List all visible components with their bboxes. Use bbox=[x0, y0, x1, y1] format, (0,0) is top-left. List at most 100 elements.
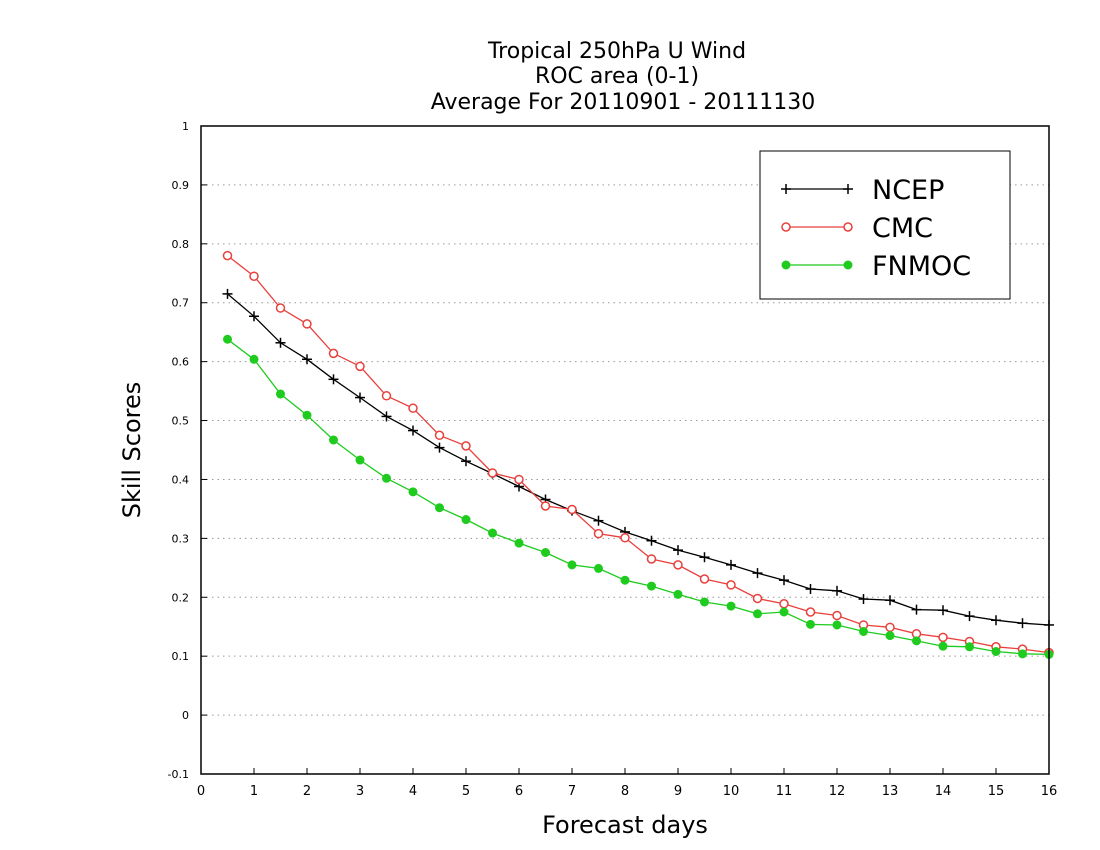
series-layer bbox=[222, 250, 1054, 659]
data-point-fnmoc bbox=[223, 334, 232, 344]
data-point-cmc bbox=[381, 391, 392, 401]
data-point-cmc bbox=[434, 430, 445, 441]
series-ncep bbox=[222, 288, 1054, 630]
data-point-ncep bbox=[302, 354, 312, 365]
data-point-cmc bbox=[302, 319, 312, 329]
data-point-fnmoc bbox=[355, 455, 365, 465]
data-point-ncep bbox=[964, 611, 975, 622]
y-axis-ticks: -0.1 0 0.1 0.2 0.3 0.4 0.5 0.6 0.7 0.8 0.9 1 bbox=[168, 120, 207, 781]
data-point-ncep bbox=[461, 456, 471, 467]
data-point-cmc bbox=[646, 554, 657, 564]
series-line-ncep bbox=[227, 293, 1050, 626]
legend-label-ncep: NCEP bbox=[872, 175, 944, 206]
data-point-cmc bbox=[752, 593, 763, 604]
data-point-ncep bbox=[434, 442, 445, 453]
y-tick-label: 0.6 bbox=[172, 356, 190, 369]
data-point-ncep bbox=[355, 392, 365, 403]
x-tick-label: 11 bbox=[776, 784, 793, 799]
y-tick-label: -0.1 bbox=[168, 768, 189, 781]
data-point-fnmoc bbox=[302, 410, 312, 420]
data-point-cmc bbox=[540, 501, 551, 511]
legend-label-cmc: CMC bbox=[872, 213, 933, 244]
x-tick-label: 5 bbox=[462, 784, 470, 799]
data-point-ncep bbox=[858, 594, 869, 605]
x-tick-label: 1 bbox=[250, 784, 258, 799]
x-tick-label: 3 bbox=[356, 784, 364, 799]
x-axis-ticks: 0 1 2 3 4 5 6 7 8 9 10 11 12 13 14 15 16 bbox=[197, 768, 1057, 799]
x-tick-label: 7 bbox=[568, 784, 576, 799]
y-tick-label: 0 bbox=[182, 709, 189, 722]
data-point-ncep bbox=[673, 545, 683, 556]
data-point-cmc bbox=[673, 560, 683, 570]
data-point-cmc bbox=[779, 599, 789, 609]
legend-marker-ncep bbox=[781, 184, 791, 194]
data-point-cmc bbox=[938, 632, 948, 643]
data-point-fnmoc bbox=[832, 620, 842, 630]
data-point-fnmoc bbox=[541, 548, 550, 558]
legend-box bbox=[759, 150, 1011, 300]
data-point-ncep bbox=[699, 552, 710, 563]
data-point-ncep bbox=[805, 584, 816, 595]
legend: NCEP CMC FNMOC bbox=[759, 150, 1011, 300]
x-tick-label: 0 bbox=[197, 784, 205, 799]
data-point-fnmoc bbox=[938, 641, 948, 651]
data-point-cmc bbox=[567, 504, 577, 515]
legend-marker-cmc bbox=[781, 222, 791, 232]
x-axis-label: Forecast days bbox=[542, 811, 708, 839]
data-point-ncep bbox=[408, 425, 418, 436]
y-tick-label: 0.4 bbox=[172, 473, 190, 486]
data-point-fnmoc bbox=[859, 626, 868, 636]
series-fnmoc bbox=[223, 334, 1054, 659]
legend-marker-fnmoc bbox=[843, 260, 853, 270]
legend-label-fnmoc: FNMOC bbox=[872, 251, 971, 282]
data-point-cmc bbox=[328, 348, 339, 359]
data-point-cmc bbox=[805, 607, 816, 617]
data-point-ncep bbox=[381, 411, 392, 422]
legend-item-cmc: CMC bbox=[781, 213, 933, 244]
data-point-cmc bbox=[593, 528, 604, 539]
legend-marker-fnmoc bbox=[781, 260, 791, 270]
data-point-fnmoc bbox=[488, 528, 497, 538]
x-tick-label: 14 bbox=[935, 784, 952, 799]
x-tick-label: 13 bbox=[882, 784, 899, 799]
data-point-fnmoc bbox=[1018, 649, 1027, 659]
data-point-ncep bbox=[275, 337, 286, 348]
data-point-fnmoc bbox=[673, 589, 683, 599]
title-line-1: Tropical 250hPa U Wind bbox=[487, 39, 746, 64]
data-point-cmc bbox=[726, 580, 736, 590]
data-point-ncep bbox=[885, 595, 895, 606]
data-point-fnmoc bbox=[329, 435, 338, 445]
y-tick-label: 0.7 bbox=[172, 297, 190, 310]
data-point-ncep bbox=[593, 515, 604, 526]
data-point-fnmoc bbox=[991, 646, 1001, 656]
data-point-ncep bbox=[911, 604, 922, 615]
data-point-fnmoc bbox=[594, 563, 603, 573]
y-tick-label: 0.5 bbox=[172, 415, 190, 428]
y-axis-label: Skill Scores bbox=[118, 382, 146, 519]
data-point-fnmoc bbox=[408, 487, 418, 497]
data-point-cmc bbox=[832, 610, 842, 621]
x-tick-label: 8 bbox=[621, 784, 629, 799]
data-point-cmc bbox=[222, 250, 233, 261]
x-tick-label: 12 bbox=[829, 784, 846, 799]
data-point-fnmoc bbox=[647, 581, 656, 591]
data-point-fnmoc bbox=[885, 631, 895, 641]
data-point-fnmoc bbox=[912, 636, 921, 646]
data-point-ncep bbox=[726, 559, 736, 570]
data-point-fnmoc bbox=[753, 609, 762, 619]
data-point-cmc bbox=[408, 403, 418, 413]
data-point-fnmoc bbox=[726, 601, 736, 611]
data-point-cmc bbox=[487, 468, 498, 478]
title-line-2: ROC area (0-1) bbox=[535, 64, 699, 89]
legend-item-ncep: NCEP bbox=[781, 175, 944, 206]
data-point-fnmoc bbox=[461, 515, 471, 525]
x-tick-label: 2 bbox=[303, 784, 311, 799]
x-tick-label: 6 bbox=[515, 784, 523, 799]
series-line-cmc bbox=[227, 255, 1050, 654]
data-point-ncep bbox=[752, 568, 763, 579]
data-point-cmc bbox=[355, 361, 365, 372]
y-tick-label: 0.1 bbox=[172, 650, 190, 663]
data-point-fnmoc bbox=[965, 642, 974, 652]
legend-item-fnmoc: FNMOC bbox=[781, 251, 971, 282]
